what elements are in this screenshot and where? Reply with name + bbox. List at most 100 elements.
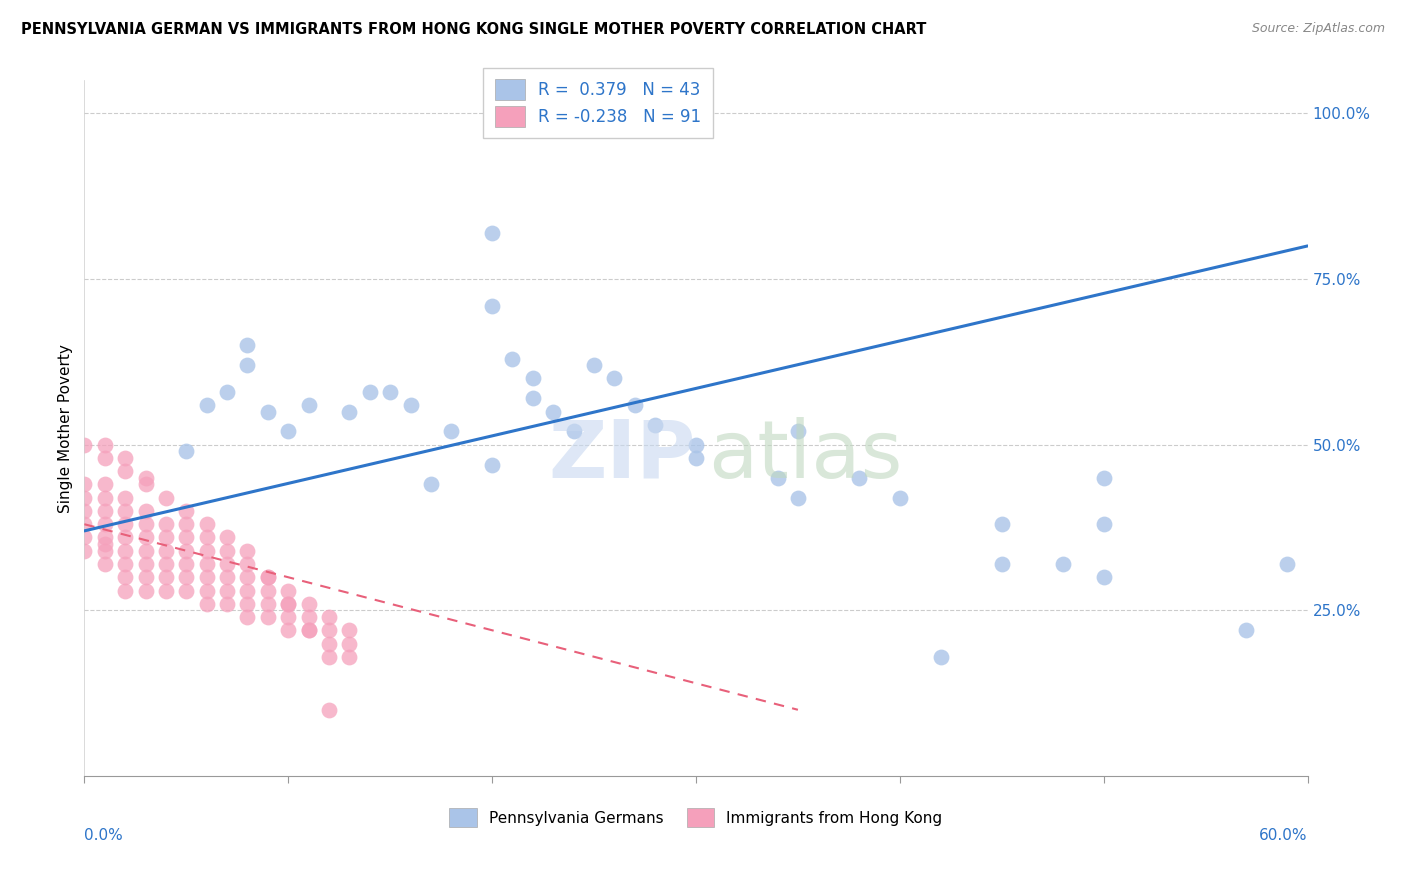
Point <box>135 583 157 598</box>
Point <box>257 597 280 611</box>
Point <box>318 703 340 717</box>
Point <box>257 404 280 418</box>
Point <box>318 649 340 664</box>
Point <box>155 517 177 532</box>
Point <box>135 557 157 571</box>
Point <box>114 570 136 584</box>
Point <box>73 504 96 518</box>
Point <box>848 471 870 485</box>
Point <box>135 531 157 545</box>
Point <box>298 610 321 624</box>
Point <box>135 543 157 558</box>
Point <box>174 444 197 458</box>
Point <box>217 384 239 399</box>
Point <box>481 458 503 472</box>
Point <box>195 557 218 571</box>
Point <box>135 570 157 584</box>
Point <box>195 517 218 532</box>
Text: atlas: atlas <box>709 417 903 495</box>
Point <box>257 583 280 598</box>
Point <box>135 471 157 485</box>
Point <box>195 543 218 558</box>
Point <box>766 471 789 485</box>
Point <box>603 371 626 385</box>
Point <box>277 597 299 611</box>
Point <box>339 404 361 418</box>
Point <box>236 543 259 558</box>
Point <box>1277 557 1299 571</box>
Point <box>217 570 239 584</box>
Point <box>1092 517 1115 532</box>
Point <box>522 371 544 385</box>
Point <box>277 610 299 624</box>
Point <box>93 537 115 551</box>
Point <box>217 543 239 558</box>
Point <box>502 351 524 366</box>
Point <box>93 543 115 558</box>
Point <box>277 425 299 439</box>
Point <box>195 570 218 584</box>
Point <box>889 491 911 505</box>
Text: 60.0%: 60.0% <box>1260 828 1308 843</box>
Point <box>73 543 96 558</box>
Point <box>318 610 340 624</box>
Point <box>114 543 136 558</box>
Point <box>114 531 136 545</box>
Point <box>73 438 96 452</box>
Point <box>298 398 321 412</box>
Point <box>522 392 544 406</box>
Point <box>73 517 96 532</box>
Point <box>236 338 259 352</box>
Point <box>277 583 299 598</box>
Point <box>155 583 177 598</box>
Point <box>339 649 361 664</box>
Point <box>114 517 136 532</box>
Point <box>624 398 647 412</box>
Point <box>174 504 197 518</box>
Point <box>929 649 952 664</box>
Point <box>174 543 197 558</box>
Point <box>318 636 340 650</box>
Point <box>1052 557 1074 571</box>
Point <box>135 477 157 491</box>
Point <box>93 450 115 465</box>
Point <box>562 425 585 439</box>
Point <box>155 557 177 571</box>
Point <box>1092 570 1115 584</box>
Point <box>114 491 136 505</box>
Point <box>114 557 136 571</box>
Point <box>236 583 259 598</box>
Point <box>991 557 1014 571</box>
Point <box>93 504 115 518</box>
Point <box>1092 471 1115 485</box>
Point <box>257 610 280 624</box>
Point <box>195 531 218 545</box>
Point <box>174 570 197 584</box>
Point <box>93 491 115 505</box>
Point <box>195 398 218 412</box>
Point <box>93 517 115 532</box>
Point <box>73 531 96 545</box>
Point <box>135 517 157 532</box>
Point <box>298 597 321 611</box>
Point <box>481 299 503 313</box>
Point <box>155 543 177 558</box>
Point <box>174 557 197 571</box>
Point <box>991 517 1014 532</box>
Point <box>155 531 177 545</box>
Point <box>380 384 402 399</box>
Point <box>481 106 503 120</box>
Point <box>257 570 280 584</box>
Point <box>1236 624 1258 638</box>
Point <box>277 624 299 638</box>
Point <box>93 438 115 452</box>
Point <box>217 557 239 571</box>
Point <box>359 384 381 399</box>
Point <box>399 398 422 412</box>
Point <box>236 358 259 372</box>
Point <box>298 624 321 638</box>
Point <box>787 491 810 505</box>
Point <box>339 636 361 650</box>
Text: Source: ZipAtlas.com: Source: ZipAtlas.com <box>1251 22 1385 36</box>
Point <box>114 583 136 598</box>
